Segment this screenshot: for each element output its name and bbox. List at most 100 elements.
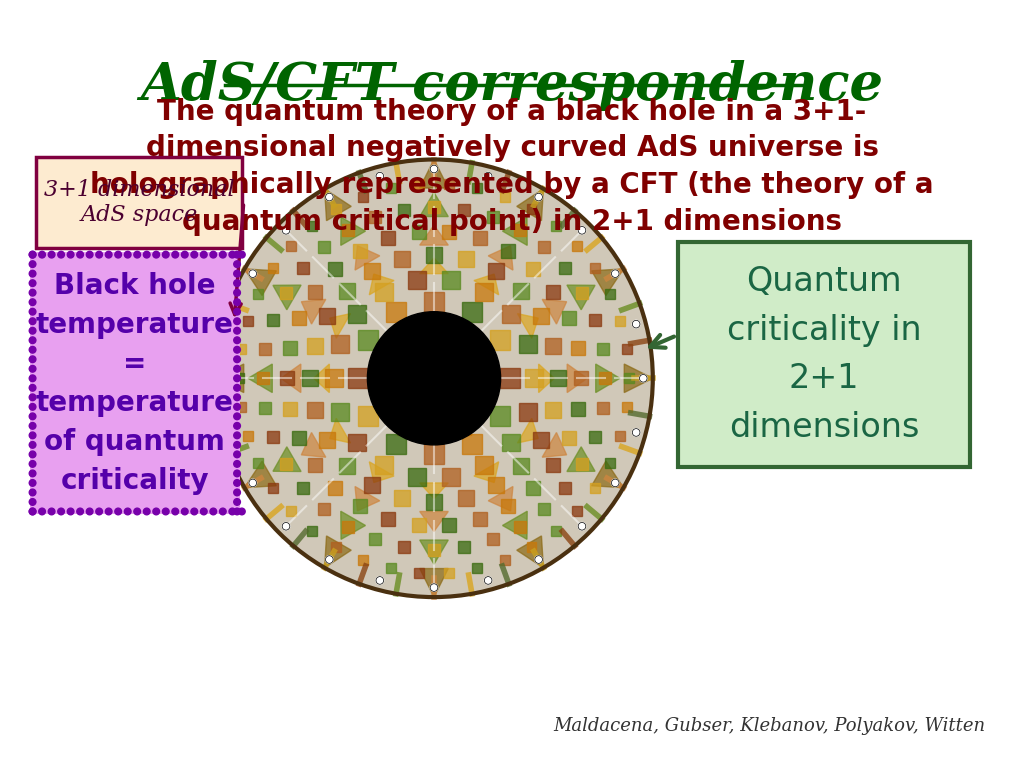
Polygon shape — [308, 458, 322, 472]
Polygon shape — [415, 179, 424, 189]
Polygon shape — [297, 262, 309, 274]
Circle shape — [283, 522, 290, 530]
Polygon shape — [597, 343, 608, 355]
Circle shape — [484, 577, 492, 584]
Polygon shape — [297, 482, 309, 495]
Polygon shape — [517, 419, 539, 443]
Polygon shape — [348, 433, 367, 452]
Polygon shape — [267, 314, 280, 326]
Circle shape — [153, 251, 160, 258]
Polygon shape — [420, 568, 449, 597]
Circle shape — [233, 489, 241, 496]
Circle shape — [181, 251, 188, 258]
Text: 3+1 dimensional
AdS space: 3+1 dimensional AdS space — [44, 179, 234, 226]
Polygon shape — [525, 369, 543, 387]
Polygon shape — [325, 189, 351, 220]
Polygon shape — [622, 344, 632, 354]
Polygon shape — [355, 246, 380, 270]
Polygon shape — [559, 482, 571, 495]
Polygon shape — [513, 283, 529, 299]
Polygon shape — [302, 370, 318, 386]
Circle shape — [233, 451, 241, 458]
Circle shape — [239, 251, 245, 258]
Polygon shape — [281, 364, 301, 392]
Circle shape — [105, 508, 112, 515]
Polygon shape — [248, 364, 272, 392]
Polygon shape — [599, 372, 611, 384]
Circle shape — [219, 508, 226, 515]
Circle shape — [190, 508, 198, 515]
Polygon shape — [358, 406, 378, 426]
Circle shape — [39, 508, 45, 515]
Polygon shape — [426, 494, 442, 510]
Polygon shape — [292, 432, 306, 445]
Polygon shape — [234, 373, 244, 383]
Polygon shape — [301, 300, 326, 324]
Polygon shape — [525, 481, 540, 495]
Circle shape — [233, 442, 241, 449]
Polygon shape — [526, 542, 537, 552]
Polygon shape — [605, 289, 614, 299]
Polygon shape — [308, 285, 322, 299]
Circle shape — [190, 251, 198, 258]
Polygon shape — [472, 564, 482, 574]
Circle shape — [233, 461, 241, 467]
Polygon shape — [301, 432, 326, 457]
FancyBboxPatch shape — [30, 252, 240, 515]
Polygon shape — [622, 402, 632, 412]
Circle shape — [633, 320, 640, 328]
Circle shape — [163, 508, 169, 515]
Polygon shape — [386, 434, 406, 454]
Polygon shape — [286, 240, 296, 250]
Polygon shape — [398, 541, 411, 553]
Polygon shape — [514, 224, 525, 236]
Circle shape — [30, 327, 36, 334]
Polygon shape — [625, 364, 652, 392]
Polygon shape — [615, 431, 626, 441]
Circle shape — [535, 556, 543, 564]
Circle shape — [30, 318, 36, 325]
Circle shape — [153, 508, 160, 515]
Polygon shape — [342, 521, 354, 532]
Polygon shape — [472, 231, 486, 245]
Polygon shape — [596, 364, 620, 392]
Polygon shape — [330, 313, 350, 339]
Polygon shape — [408, 468, 426, 485]
Polygon shape — [280, 371, 294, 386]
Polygon shape — [489, 406, 510, 426]
Polygon shape — [542, 432, 566, 457]
Circle shape — [96, 251, 102, 258]
Polygon shape — [436, 391, 460, 415]
Polygon shape — [357, 554, 368, 564]
Circle shape — [201, 508, 207, 515]
Polygon shape — [458, 204, 470, 216]
Circle shape — [30, 280, 36, 286]
Circle shape — [233, 309, 241, 315]
Polygon shape — [330, 419, 350, 443]
Polygon shape — [450, 322, 471, 344]
Circle shape — [30, 461, 36, 467]
Circle shape — [249, 479, 257, 487]
Polygon shape — [517, 189, 544, 220]
Circle shape — [233, 422, 241, 429]
Circle shape — [233, 432, 241, 439]
Polygon shape — [370, 211, 381, 223]
Polygon shape — [550, 370, 565, 386]
Circle shape — [30, 422, 36, 429]
Polygon shape — [370, 533, 381, 545]
Circle shape — [233, 318, 241, 325]
Polygon shape — [475, 283, 493, 301]
Circle shape — [30, 442, 36, 449]
Circle shape — [30, 451, 36, 458]
Polygon shape — [420, 225, 449, 245]
Polygon shape — [442, 225, 457, 239]
Circle shape — [376, 577, 384, 584]
Polygon shape — [577, 458, 588, 470]
Polygon shape — [358, 330, 378, 350]
Circle shape — [30, 508, 36, 515]
Polygon shape — [283, 341, 297, 355]
Circle shape — [233, 280, 241, 286]
Circle shape — [57, 508, 65, 515]
Polygon shape — [458, 541, 470, 553]
Polygon shape — [371, 367, 392, 389]
